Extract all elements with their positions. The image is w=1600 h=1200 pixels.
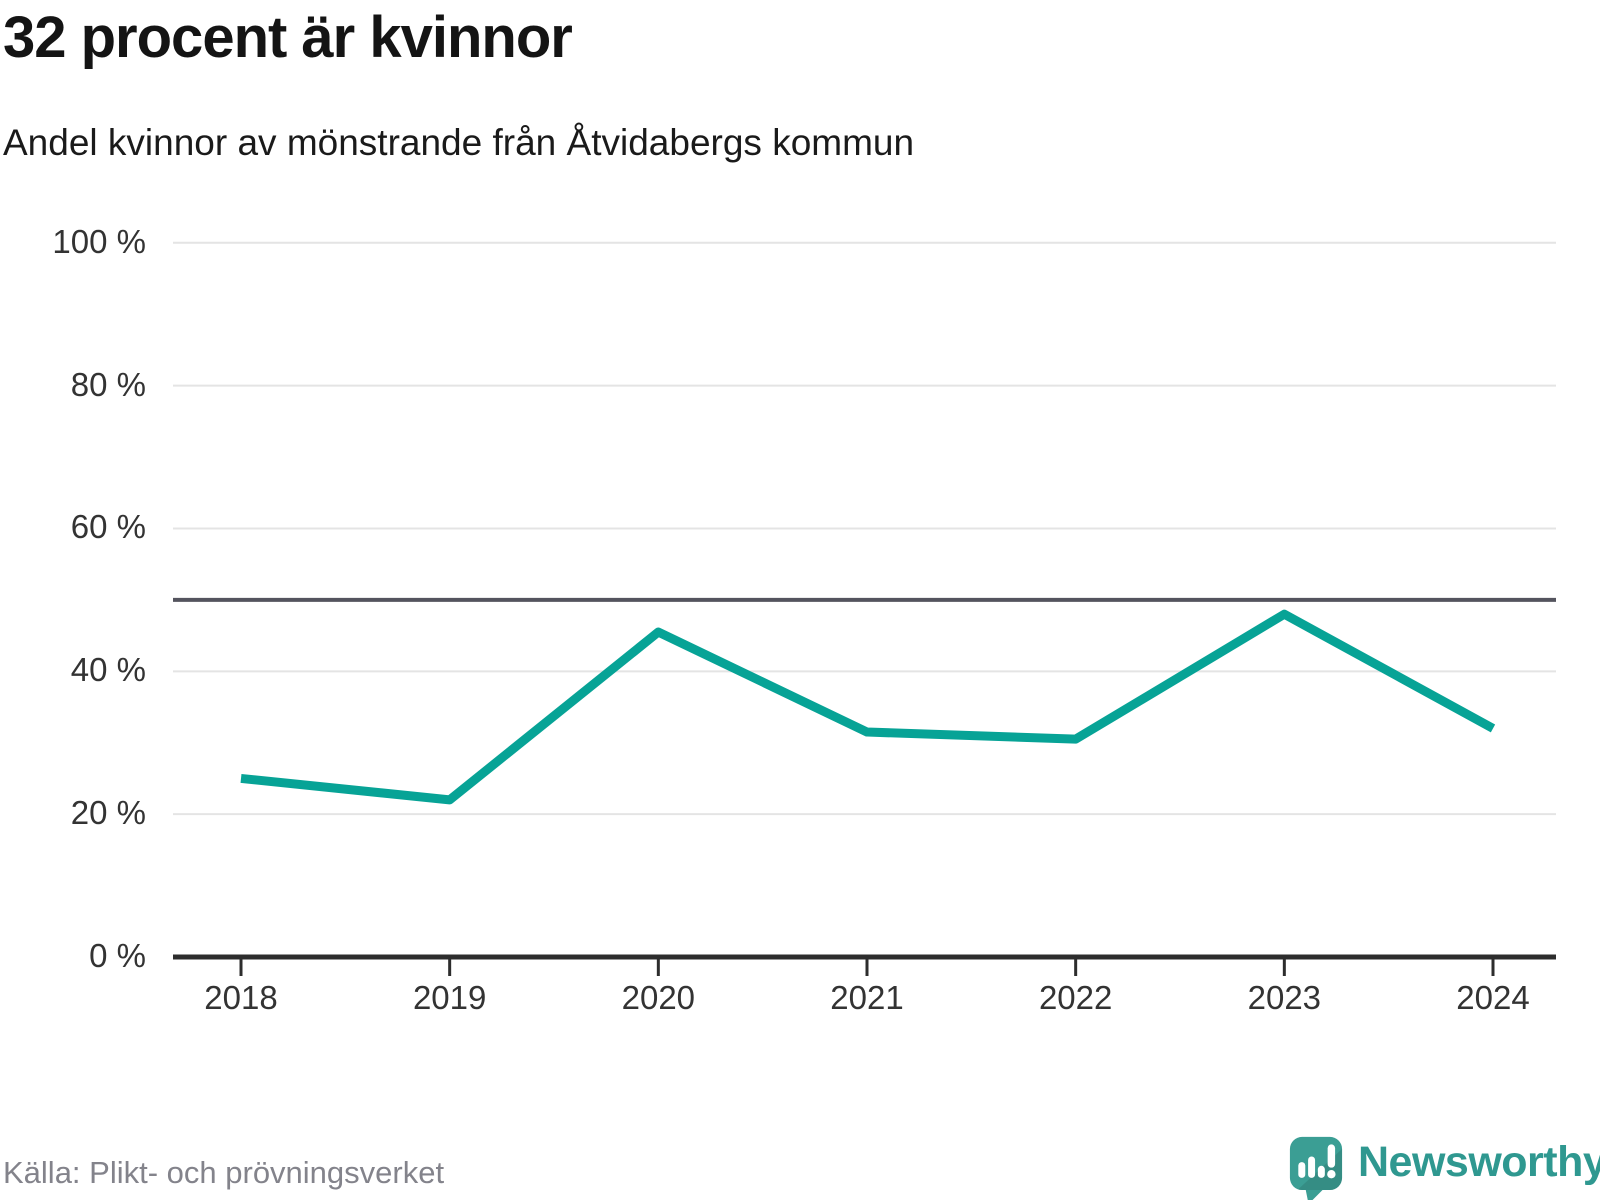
logo-exclamation-dot bbox=[1327, 1170, 1336, 1179]
x-axis-label-2024: 2024 bbox=[1456, 979, 1530, 1016]
y-axis-label-80: 80 % bbox=[70, 365, 146, 403]
chart-subtitle: Andel kvinnor av mönstrande från Åtvidab… bbox=[3, 122, 915, 163]
y-axis-label-20: 20 % bbox=[70, 794, 146, 832]
y-axis-label-40: 40 % bbox=[70, 651, 146, 689]
source-text: Källa: Plikt- och prövningsverket bbox=[3, 1155, 445, 1190]
y-axis-label-0: 0 % bbox=[89, 937, 146, 974]
chart-title: 32 procent är kvinnor bbox=[3, 5, 573, 70]
x-axis-label-2018: 2018 bbox=[204, 979, 278, 1016]
logo-exclamation-bar bbox=[1327, 1144, 1336, 1168]
y-axis-label-60: 60 % bbox=[70, 508, 146, 546]
x-axis-label-2019: 2019 bbox=[412, 979, 487, 1016]
x-axis-label-2020: 2020 bbox=[621, 979, 696, 1016]
newsworthy-wordmark: Newsworthy bbox=[1358, 1138, 1600, 1186]
logo-bar-1 bbox=[1298, 1162, 1306, 1178]
data-line-andel-kvinnor-av-mönstrande bbox=[240, 609, 1496, 805]
logo-bar-2 bbox=[1308, 1156, 1316, 1178]
logo-bar-3 bbox=[1317, 1165, 1325, 1178]
x-axis-label-2023: 2023 bbox=[1247, 979, 1322, 1016]
x-axis-label-2021: 2021 bbox=[830, 979, 904, 1016]
y-axis-label-100: 100 % bbox=[52, 222, 146, 260]
x-axis-label-2022: 2022 bbox=[1038, 979, 1113, 1016]
newsworthy-logo-icon bbox=[1289, 1136, 1343, 1200]
